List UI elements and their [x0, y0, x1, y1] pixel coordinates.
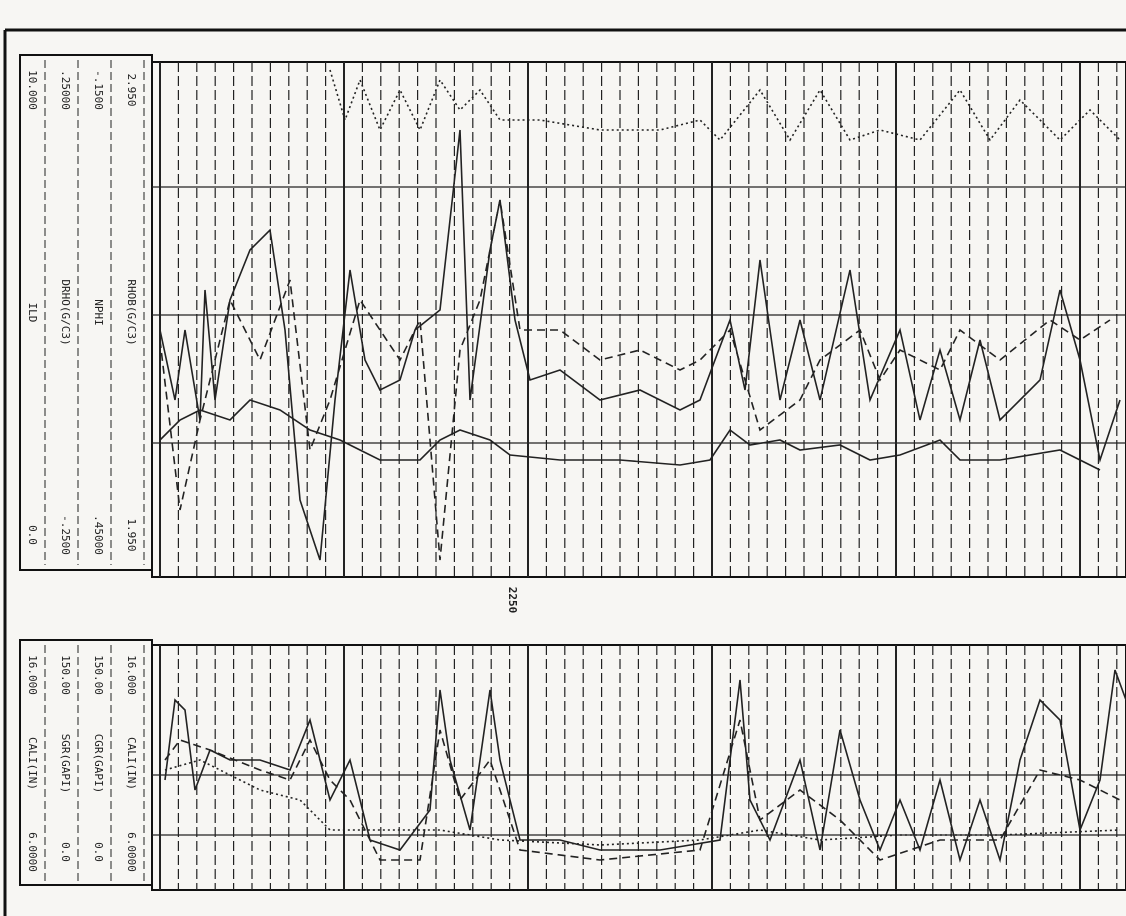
header-right: 2.950 [125, 73, 138, 106]
header-name: DRHO(G/C3) [59, 279, 72, 345]
header-left: 6.0000 [125, 832, 138, 872]
header-name: NPHI [92, 299, 105, 326]
header-name: CALI(IN) [125, 737, 138, 790]
header-left: 6.0000 [26, 832, 39, 872]
header-name: CGR(GAPI) [92, 734, 105, 794]
log-curve [159, 199, 1111, 561]
log-curve [159, 399, 1101, 471]
header-right: -.1500 [92, 70, 105, 110]
header-left: 1.950 [125, 518, 138, 551]
header-name: RHOB(G/C3) [125, 279, 138, 345]
header-right: 150.00 [92, 655, 105, 695]
log-curve [159, 129, 1121, 561]
header-right: 10.000 [26, 70, 39, 110]
header-name: CALI(IN) [26, 737, 39, 790]
depth-label: 2250 [506, 587, 519, 614]
header-left: .45000 [92, 515, 105, 555]
header-right: .25000 [59, 70, 72, 110]
header-name: ILD [26, 303, 39, 323]
header-right: 16.000 [26, 655, 39, 695]
header-left: 0.0 [92, 842, 105, 862]
grid [152, 62, 1126, 890]
header-right: 16.000 [125, 655, 138, 695]
header-name: SGR(GAPI) [59, 734, 72, 794]
header-left: 0.0 [26, 525, 39, 545]
header-left: -.2500 [59, 515, 72, 555]
log-curve [164, 719, 1121, 861]
curves [159, 69, 1126, 864]
header-right: 150.00 [59, 655, 72, 695]
header-left: 0.0 [59, 842, 72, 862]
